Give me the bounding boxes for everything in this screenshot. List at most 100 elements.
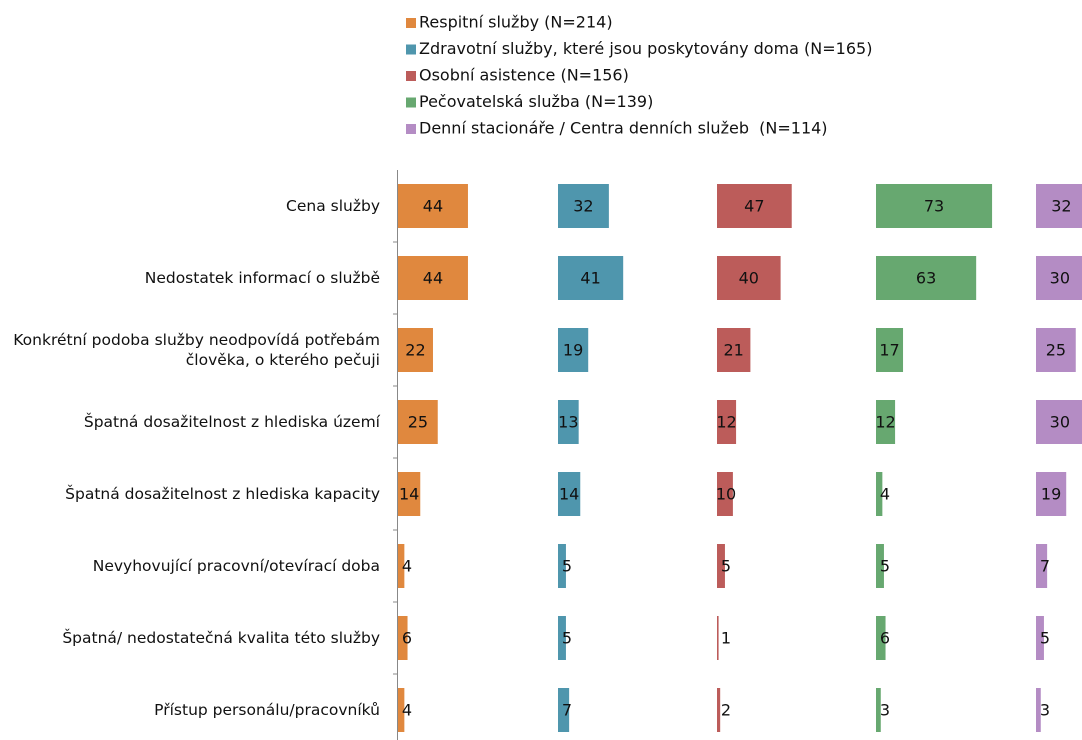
bar bbox=[1036, 184, 1082, 228]
value-label: 32 bbox=[1051, 197, 1071, 216]
bar bbox=[717, 472, 733, 516]
value-label: 5 bbox=[721, 557, 731, 576]
bar bbox=[876, 544, 884, 588]
value-label: 25 bbox=[1046, 341, 1066, 360]
legend-label: Zdravotní služby, které jsou poskytovány… bbox=[419, 39, 872, 58]
bar bbox=[558, 688, 570, 732]
value-label: 44 bbox=[423, 197, 443, 216]
bar bbox=[558, 472, 581, 516]
bar bbox=[398, 544, 405, 588]
bar bbox=[876, 328, 904, 372]
value-label: 22 bbox=[405, 341, 425, 360]
value-label: 5 bbox=[1040, 629, 1050, 648]
value-label: 4 bbox=[402, 701, 412, 720]
value-label: 5 bbox=[562, 557, 572, 576]
value-label: 41 bbox=[580, 269, 600, 288]
bar bbox=[398, 688, 405, 732]
bar bbox=[876, 688, 881, 732]
value-label: 14 bbox=[399, 485, 419, 504]
bar bbox=[1036, 544, 1048, 588]
bar bbox=[558, 184, 609, 228]
value-label: 30 bbox=[1050, 413, 1070, 432]
bar bbox=[717, 688, 721, 732]
value-label: 5 bbox=[562, 629, 572, 648]
bar bbox=[876, 256, 977, 300]
bar bbox=[1036, 616, 1044, 660]
legend-swatch bbox=[406, 44, 416, 55]
bar bbox=[717, 544, 725, 588]
value-label: 4 bbox=[402, 557, 412, 576]
value-label: 12 bbox=[875, 413, 895, 432]
value-label: 6 bbox=[880, 629, 890, 648]
value-label: 40 bbox=[739, 269, 759, 288]
value-label: 19 bbox=[1041, 485, 1061, 504]
bar bbox=[876, 184, 993, 228]
value-label: 47 bbox=[744, 197, 764, 216]
value-label: 2 bbox=[721, 701, 731, 720]
value-label: 17 bbox=[879, 341, 899, 360]
value-label: 32 bbox=[573, 197, 593, 216]
value-label: 73 bbox=[924, 197, 944, 216]
bar bbox=[1036, 688, 1041, 732]
legend-label: Respitní služby (N=214) bbox=[419, 13, 613, 32]
value-label: 10 bbox=[716, 485, 736, 504]
category-label: Špatná dosažitelnost z hlediska území bbox=[83, 413, 380, 431]
bar bbox=[558, 400, 579, 444]
bar bbox=[876, 400, 896, 444]
bar bbox=[717, 616, 719, 660]
bar bbox=[717, 256, 781, 300]
category-label: Nevyhovující pracovní/otevírací doba bbox=[92, 557, 380, 575]
legend-swatch bbox=[406, 124, 416, 134]
legend-swatch bbox=[406, 18, 416, 28]
value-label: 1 bbox=[721, 629, 731, 648]
bar bbox=[398, 472, 421, 516]
value-label: 44 bbox=[423, 269, 443, 288]
legend-swatch bbox=[406, 97, 416, 108]
bar bbox=[398, 328, 433, 372]
category-label: Cena služby bbox=[286, 197, 380, 215]
value-label: 13 bbox=[558, 413, 578, 432]
legend-label: Osobní asistence (N=156) bbox=[419, 66, 629, 85]
value-label: 7 bbox=[1040, 557, 1050, 576]
bar bbox=[398, 184, 468, 228]
bar bbox=[558, 256, 624, 300]
bar bbox=[717, 400, 737, 444]
category-label: Nedostatek informací o službě bbox=[144, 269, 380, 287]
value-label: 25 bbox=[408, 413, 428, 432]
value-label: 5 bbox=[880, 557, 890, 576]
bar bbox=[398, 256, 468, 300]
bar bbox=[558, 328, 589, 372]
value-label: 21 bbox=[724, 341, 744, 360]
value-label: 14 bbox=[559, 485, 579, 504]
bar bbox=[1036, 256, 1082, 300]
value-label: 30 bbox=[1050, 269, 1070, 288]
bar bbox=[717, 328, 751, 372]
legend-swatch bbox=[406, 71, 416, 81]
category-label: Konkrétní podoba služby neodpovídá potře… bbox=[13, 331, 380, 369]
bar bbox=[558, 616, 566, 660]
value-label: 7 bbox=[562, 701, 572, 720]
legend-label: Pečovatelská služba (N=139) bbox=[419, 92, 653, 111]
bar bbox=[558, 544, 566, 588]
value-label: 3 bbox=[880, 701, 890, 720]
value-label: 63 bbox=[916, 269, 936, 288]
bar bbox=[1036, 400, 1082, 444]
bar bbox=[876, 616, 886, 660]
bar bbox=[1036, 328, 1076, 372]
bar bbox=[1036, 472, 1067, 516]
category-label: Špatná/ nedostatečná kvalita této služby bbox=[62, 629, 380, 647]
legend-label: Denní stacionáře / Centra denních služeb… bbox=[419, 119, 828, 138]
value-label: 19 bbox=[563, 341, 583, 360]
category-label: Špatná dosažitelnost z hlediska kapacity bbox=[65, 485, 380, 503]
bar bbox=[876, 472, 883, 516]
category-label: Přístup personálu/pracovníků bbox=[154, 701, 380, 719]
value-label: 12 bbox=[716, 413, 736, 432]
bar bbox=[717, 184, 792, 228]
bar bbox=[398, 616, 408, 660]
bar bbox=[398, 400, 438, 444]
value-label: 4 bbox=[880, 485, 890, 504]
value-label: 3 bbox=[1040, 701, 1050, 720]
value-label: 6 bbox=[402, 629, 412, 648]
